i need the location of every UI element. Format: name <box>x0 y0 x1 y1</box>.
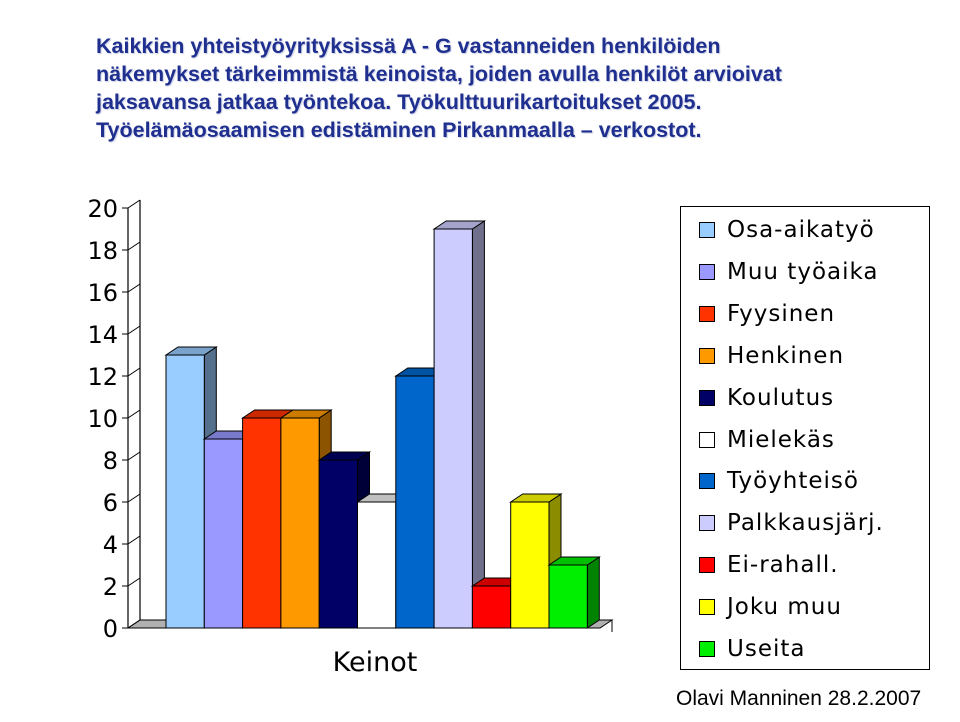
title-line-3: jaksavansa jatkaa työntekoa. Työkulttuur… <box>96 90 702 114</box>
bar-front <box>242 417 282 629</box>
chart-bars <box>164 220 601 629</box>
y-tick-label: 20 <box>87 195 118 223</box>
bar-front <box>318 459 359 629</box>
legend-swatch <box>699 222 715 238</box>
legend-item: Palkkausjärj. <box>699 508 884 538</box>
y-tick-depth <box>127 283 141 293</box>
title-line-1: Kaikkien yhteistyöyrityksissä A - G vast… <box>96 34 721 58</box>
legend-swatch <box>699 599 715 616</box>
legend-swatch <box>699 305 715 322</box>
y-tick-label: 10 <box>87 405 118 433</box>
legend-item: Joku muu <box>699 592 842 622</box>
y-tick-depth <box>127 367 141 377</box>
legend-label: Henkinen <box>727 342 845 369</box>
legend-item: Mielekäs <box>699 425 835 455</box>
bar-front <box>203 438 244 629</box>
y-tick-label: 16 <box>87 279 118 307</box>
legend-item: Koulutus <box>699 383 834 413</box>
y-tick-depth <box>127 409 141 419</box>
title-line-4: Työelämäosaamisen edistäminen Pirkanmaal… <box>96 118 702 142</box>
bar <box>547 556 601 629</box>
y-tick-label: 18 <box>87 237 118 265</box>
y-tick-depth <box>127 451 141 461</box>
y-tick-label: 14 <box>87 321 118 349</box>
y-tick-depth <box>127 577 141 587</box>
bar-front <box>471 585 512 629</box>
bar-front <box>510 501 550 629</box>
y-tick-label: 4 <box>103 531 118 559</box>
bar-front <box>548 564 588 629</box>
chart-title: Kaikkien yhteistyöyrityksissä A - G vast… <box>96 32 946 144</box>
bar-side <box>471 220 485 629</box>
bar-front <box>395 375 435 629</box>
legend-item: Muu työaika <box>699 257 879 287</box>
legend-label: Fyysinen <box>727 300 836 327</box>
legend-item: Henkinen <box>699 341 844 371</box>
bar-front <box>165 354 205 629</box>
y-tick-label: 2 <box>103 573 118 601</box>
legend-swatch <box>699 641 715 657</box>
legend-swatch <box>699 431 715 448</box>
chart-legend: Osa-aikatyö Muu työaika Fyysinen Henkinen Ko… <box>680 206 930 670</box>
y-tick-label: 0 <box>103 615 118 643</box>
legend-label: Ei-rahall. <box>727 552 839 579</box>
legend-swatch <box>699 557 715 574</box>
legend-swatch <box>699 389 715 406</box>
y-tick-depth <box>127 241 141 251</box>
bar-side <box>586 556 600 629</box>
legend-item: Fyysinen <box>699 299 835 329</box>
bar <box>432 220 487 629</box>
legend-label: Osa-aikatyö <box>727 217 875 243</box>
legend-swatch <box>699 473 715 490</box>
legend-label: Koulutus <box>727 384 835 411</box>
legend-label: Mielekäs <box>727 426 835 453</box>
legend-swatch <box>699 263 715 280</box>
x-axis-label: Keinot <box>333 647 418 678</box>
bar-front <box>357 501 397 629</box>
bar-front <box>280 417 320 629</box>
legend-label: Muu työaika <box>727 258 879 285</box>
legend-item: Osa-aikatyö <box>699 215 875 245</box>
y-tick-label: 12 <box>87 363 118 391</box>
legend-label: Palkkausjärj. <box>727 510 884 537</box>
legend-swatch <box>699 347 715 364</box>
y-tick-depth <box>127 199 141 209</box>
bar-front <box>433 228 473 629</box>
y-tick-depth <box>127 325 141 335</box>
title-line-2: näkemykset tärkeimmistä keinoista, joide… <box>96 62 782 86</box>
author-footer: Olavi Manninen 28.2.2007 <box>676 687 922 710</box>
y-tick-depth <box>127 619 141 629</box>
legend-item: Ei-rahall. <box>699 550 839 580</box>
legend-swatch <box>699 515 715 532</box>
y-tick-depth <box>127 535 141 545</box>
y-tick-label: 8 <box>103 447 118 475</box>
y-tick-depth <box>127 493 141 503</box>
y-tick-label: 6 <box>103 489 118 517</box>
legend-label: Joku muu <box>727 594 842 621</box>
legend-label: Useita <box>727 636 806 662</box>
legend-label: Työyhteisö <box>727 468 859 495</box>
bar <box>394 367 448 629</box>
legend-item: Työyhteisö <box>699 466 859 496</box>
legend-item: Useita <box>699 634 805 664</box>
bar <box>164 346 218 629</box>
